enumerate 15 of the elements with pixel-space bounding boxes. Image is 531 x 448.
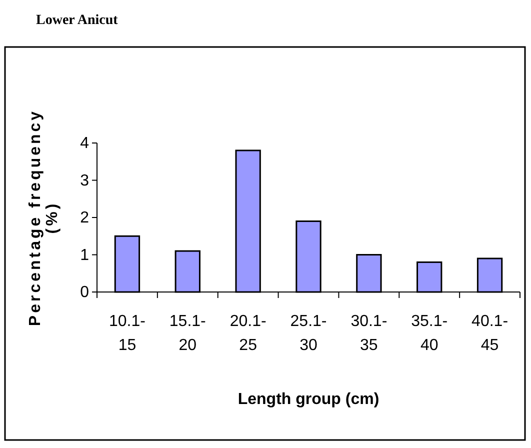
x-tick-label: 20.1-25 xyxy=(230,313,266,354)
x-axis-title: Length group (cm) xyxy=(238,391,380,408)
y-axis-title: Percentage frequency (%) xyxy=(27,108,61,326)
y-tick-label: 4 xyxy=(80,135,90,152)
y-tick-label: 0 xyxy=(80,284,90,302)
x-tick-label: 25.1-30 xyxy=(290,313,327,354)
y-tick-label: 3 xyxy=(80,172,90,190)
chart-title: Lower Anicut xyxy=(36,13,118,28)
x-tick-label: 35.1-40 xyxy=(411,313,448,354)
x-tick-label: 30.1-35 xyxy=(350,313,388,354)
x-tick-label: 10.1-15 xyxy=(108,313,146,354)
y-tick-label: 1 xyxy=(80,246,90,264)
x-tick-label: 40.1-45 xyxy=(472,313,508,354)
x-tick-label: 15.1-20 xyxy=(169,313,206,354)
y-tick-label: 2 xyxy=(80,210,90,227)
